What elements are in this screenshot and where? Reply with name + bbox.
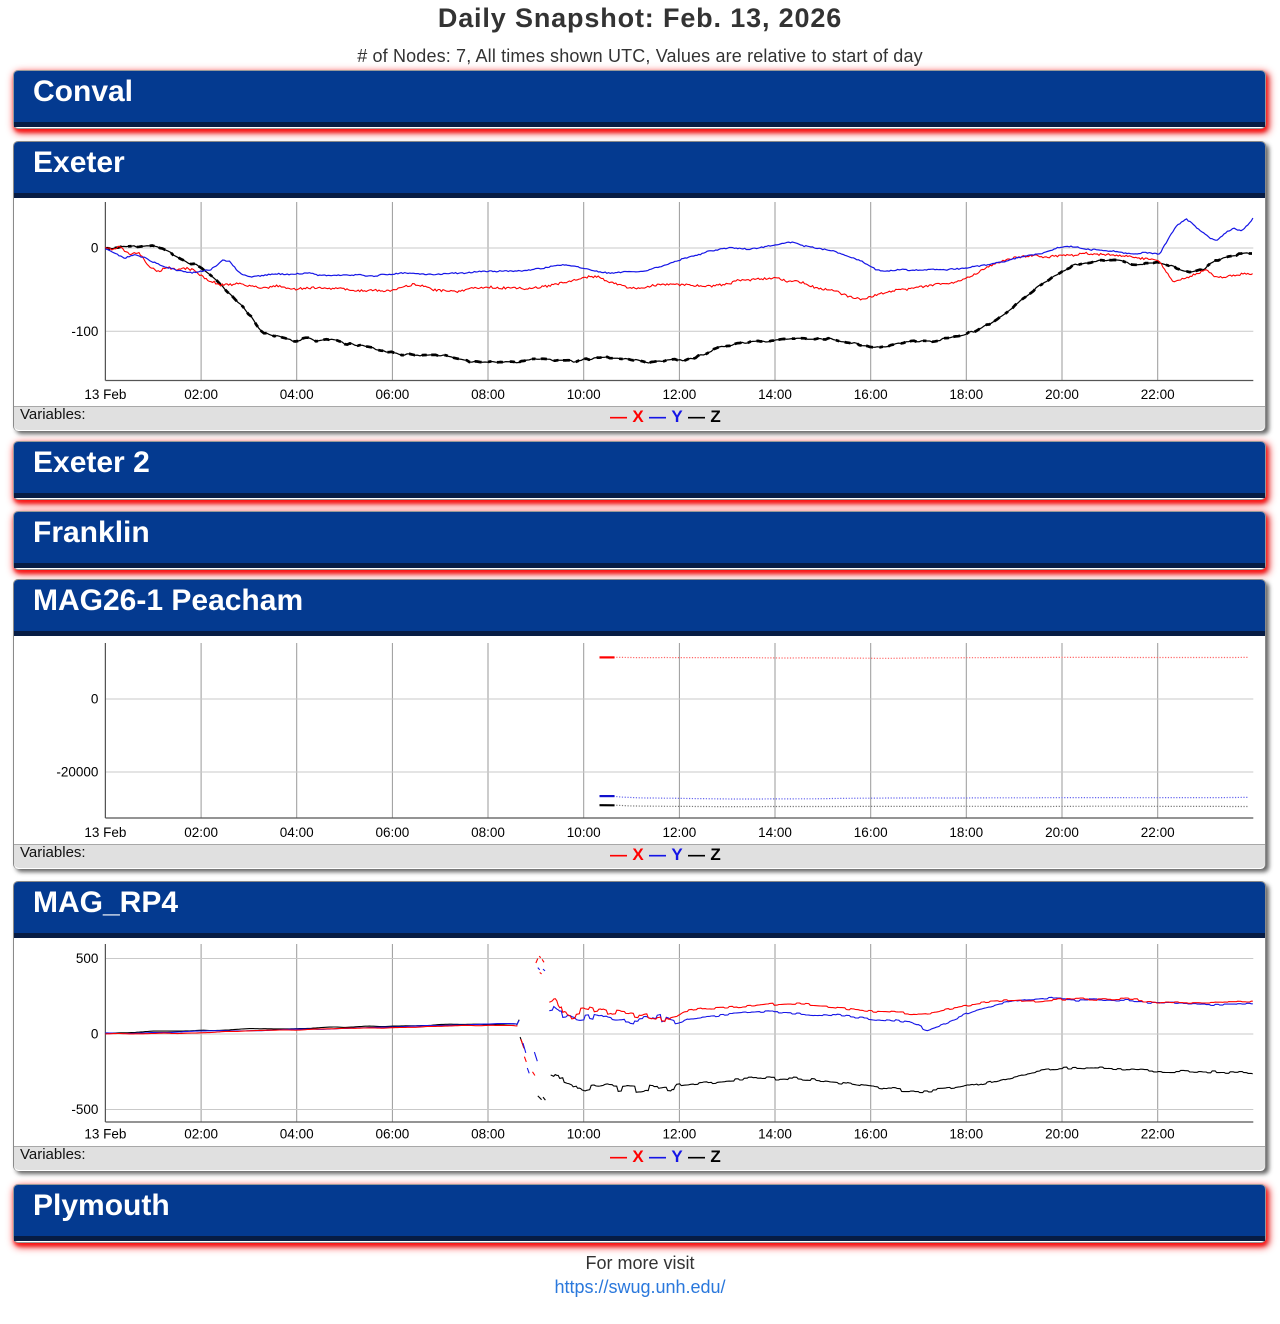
- svg-text:0: 0: [91, 1027, 99, 1042]
- svg-text:06:00: 06:00: [376, 1127, 410, 1142]
- svg-text:12:00: 12:00: [663, 825, 697, 840]
- svg-text:04:00: 04:00: [280, 387, 314, 402]
- svg-text:500: 500: [76, 951, 99, 966]
- svg-text:12:00: 12:00: [663, 1127, 697, 1142]
- svg-text:18:00: 18:00: [949, 387, 983, 402]
- svg-text:13 Feb: 13 Feb: [84, 1127, 126, 1142]
- svg-text:08:00: 08:00: [471, 825, 505, 840]
- svg-text:0: 0: [91, 692, 99, 707]
- svg-text:20:00: 20:00: [1045, 387, 1079, 402]
- svg-text:06:00: 06:00: [376, 825, 410, 840]
- svg-text:10:00: 10:00: [567, 825, 601, 840]
- svg-text:22:00: 22:00: [1141, 1127, 1175, 1142]
- svg-text:13 Feb: 13 Feb: [84, 387, 126, 402]
- svg-text:10:00: 10:00: [567, 387, 601, 402]
- svg-text:18:00: 18:00: [949, 1127, 983, 1142]
- svg-text:08:00: 08:00: [471, 1127, 505, 1142]
- svg-text:18:00: 18:00: [949, 825, 983, 840]
- svg-text:02:00: 02:00: [184, 1127, 218, 1142]
- svg-text:20:00: 20:00: [1045, 825, 1079, 840]
- svg-text:22:00: 22:00: [1141, 387, 1175, 402]
- svg-text:16:00: 16:00: [854, 825, 888, 840]
- svg-text:13 Feb: 13 Feb: [84, 825, 126, 840]
- svg-text:16:00: 16:00: [854, 1127, 888, 1142]
- svg-text:02:00: 02:00: [184, 825, 218, 840]
- svg-text:14:00: 14:00: [758, 825, 792, 840]
- svg-text:-500: -500: [71, 1102, 98, 1117]
- svg-text:08:00: 08:00: [471, 387, 505, 402]
- svg-text:06:00: 06:00: [376, 387, 410, 402]
- svg-text:04:00: 04:00: [280, 825, 314, 840]
- svg-text:10:00: 10:00: [567, 1127, 601, 1142]
- svg-text:14:00: 14:00: [758, 387, 792, 402]
- svg-text:16:00: 16:00: [854, 387, 888, 402]
- svg-text:14:00: 14:00: [758, 1127, 792, 1142]
- svg-text:0: 0: [91, 241, 99, 256]
- svg-text:02:00: 02:00: [184, 387, 218, 402]
- svg-text:22:00: 22:00: [1141, 825, 1175, 840]
- svg-text:-100: -100: [71, 324, 98, 339]
- svg-text:-20000: -20000: [56, 765, 98, 780]
- svg-text:20:00: 20:00: [1045, 1127, 1079, 1142]
- svg-text:04:00: 04:00: [280, 1127, 314, 1142]
- svg-text:12:00: 12:00: [663, 387, 697, 402]
